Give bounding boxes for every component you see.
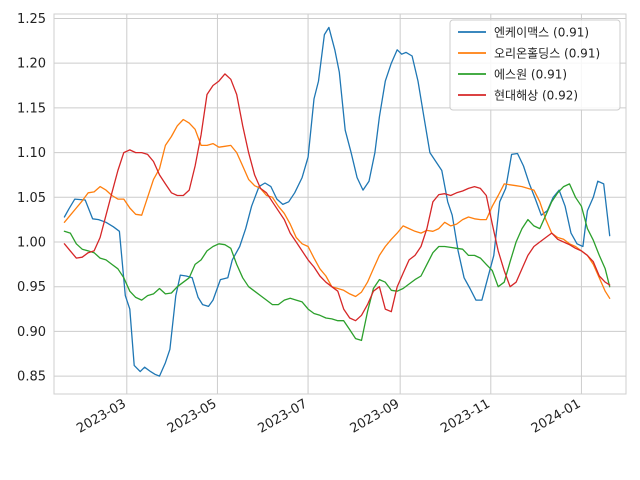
x-tick-label: 2023-11 bbox=[438, 396, 493, 436]
series-line-2 bbox=[63, 118, 611, 299]
legend-label: 에스원 (0.91) bbox=[494, 68, 567, 82]
y-axis-tick-labels: 0.85 0.90 0.95 1.00 1.05 1.10 1.15 1.20 1.25 bbox=[17, 12, 46, 385]
x-tick-label: 2023-03 bbox=[74, 396, 129, 436]
legend: 엔케이맥스 (0.91) 오리온홀딩스 (0.91) 에스원 (0.91) 현대해상 … bbox=[449, 19, 621, 111]
x-tick-label: 2024-01 bbox=[529, 396, 584, 436]
series-line-3 bbox=[63, 183, 611, 342]
series-line-1 bbox=[63, 26, 611, 377]
x-tick-label: 2023-05 bbox=[165, 396, 220, 436]
y-tick-label: 1.15 bbox=[17, 101, 46, 116]
legend-box bbox=[449, 19, 621, 111]
y-tick-label: 1.25 bbox=[17, 12, 46, 27]
legend-label: 오리온홀딩스 (0.91) bbox=[494, 47, 600, 61]
y-tick-label: 1.00 bbox=[17, 236, 46, 251]
x-tick-label: 2023-09 bbox=[348, 396, 403, 436]
x-axis-tick-labels: 2023-03 2023-05 2023-07 2023-09 2023-11 2024-… bbox=[74, 396, 583, 436]
legend-label: 현대해상 (0.92) bbox=[494, 89, 578, 103]
y-tick-label: 1.20 bbox=[17, 57, 46, 72]
plot-area-frame bbox=[53, 13, 627, 395]
y-tick-label: 1.10 bbox=[17, 146, 46, 161]
y-tick-label: 0.85 bbox=[17, 370, 46, 385]
y-tick-label: 0.95 bbox=[17, 280, 46, 295]
x-tick-label: 2023-07 bbox=[256, 396, 311, 436]
y-tick-label: 1.05 bbox=[17, 191, 46, 206]
legend-label: 엔케이맥스 (0.91) bbox=[494, 26, 589, 40]
series-line-4 bbox=[63, 73, 611, 322]
series-lines bbox=[63, 26, 611, 377]
y-tick-label: 0.90 bbox=[17, 325, 46, 340]
